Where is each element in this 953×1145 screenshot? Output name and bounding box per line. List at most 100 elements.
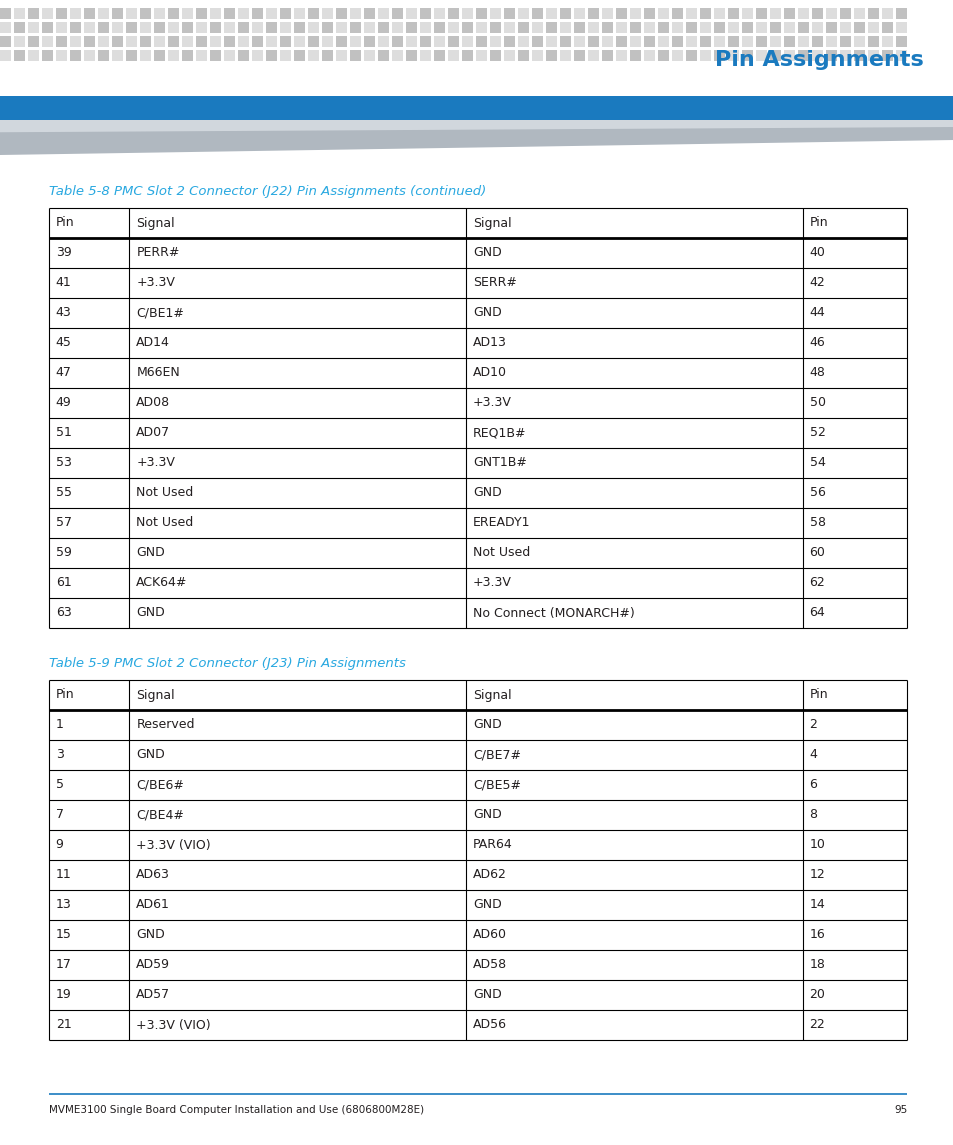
Bar	[182, 22, 193, 33]
Bar	[56, 35, 67, 47]
Bar	[825, 8, 836, 19]
Bar	[350, 35, 360, 47]
Bar	[476, 50, 486, 61]
Bar	[532, 8, 542, 19]
Bar	[643, 8, 655, 19]
Bar	[392, 8, 402, 19]
Text: 49: 49	[55, 396, 71, 410]
Bar	[335, 50, 347, 61]
Bar	[294, 22, 305, 33]
Bar	[587, 8, 598, 19]
Bar	[210, 35, 221, 47]
Bar	[448, 22, 458, 33]
Bar	[587, 22, 598, 33]
Bar	[112, 35, 123, 47]
Bar	[825, 22, 836, 33]
Text: 8: 8	[809, 808, 817, 821]
Bar	[419, 8, 431, 19]
Text: 16: 16	[809, 929, 824, 941]
Bar	[280, 50, 291, 61]
Bar	[840, 50, 850, 61]
Bar	[280, 8, 291, 19]
Bar	[308, 8, 318, 19]
Bar	[434, 50, 444, 61]
Bar	[643, 50, 655, 61]
Bar	[616, 35, 626, 47]
Text: AD58: AD58	[473, 958, 507, 971]
Text: AD13: AD13	[473, 337, 506, 349]
Bar	[476, 8, 486, 19]
Bar	[42, 22, 53, 33]
Bar	[377, 50, 389, 61]
Bar	[713, 35, 724, 47]
Bar	[476, 35, 486, 47]
Bar	[853, 35, 864, 47]
Bar	[671, 50, 682, 61]
Text: 12: 12	[809, 869, 824, 882]
Text: REQ1B#: REQ1B#	[473, 426, 526, 440]
Text: 1: 1	[55, 719, 64, 732]
Bar	[84, 8, 95, 19]
Bar	[574, 22, 584, 33]
Bar	[448, 50, 458, 61]
Bar	[224, 8, 234, 19]
Bar	[14, 50, 25, 61]
Bar	[658, 8, 668, 19]
Text: 42: 42	[809, 276, 824, 290]
Bar	[14, 8, 25, 19]
Bar	[755, 35, 766, 47]
Bar	[153, 22, 165, 33]
Bar	[434, 35, 444, 47]
Bar	[70, 22, 81, 33]
Bar	[294, 8, 305, 19]
Text: 46: 46	[809, 337, 824, 349]
Bar	[811, 50, 822, 61]
Bar	[629, 22, 640, 33]
Bar	[84, 35, 95, 47]
Bar	[322, 8, 333, 19]
Bar	[713, 8, 724, 19]
Bar	[195, 35, 207, 47]
Bar	[616, 8, 626, 19]
Bar	[517, 50, 529, 61]
Bar	[335, 22, 347, 33]
Bar	[168, 35, 179, 47]
Text: Signal: Signal	[473, 216, 511, 229]
Bar	[224, 50, 234, 61]
Bar	[42, 8, 53, 19]
Bar	[867, 50, 878, 61]
Text: 60: 60	[809, 546, 824, 560]
Bar	[783, 8, 794, 19]
Bar	[727, 50, 739, 61]
Text: GND: GND	[136, 929, 165, 941]
Bar	[322, 22, 333, 33]
Bar	[210, 22, 221, 33]
Bar	[629, 35, 640, 47]
Text: 7: 7	[55, 808, 64, 821]
Text: 43: 43	[55, 307, 71, 319]
Bar	[574, 35, 584, 47]
Text: 22: 22	[809, 1019, 824, 1032]
Text: Reserved: Reserved	[136, 719, 194, 732]
Bar	[840, 8, 850, 19]
Bar	[364, 8, 375, 19]
Bar	[112, 22, 123, 33]
Bar	[237, 8, 249, 19]
Text: 47: 47	[55, 366, 71, 379]
Bar	[126, 35, 137, 47]
Bar	[98, 35, 109, 47]
Bar	[503, 50, 515, 61]
Bar	[364, 22, 375, 33]
Bar	[825, 35, 836, 47]
Bar	[84, 50, 95, 61]
Bar	[28, 8, 39, 19]
Text: 63: 63	[55, 607, 71, 619]
Bar	[322, 50, 333, 61]
Bar	[853, 8, 864, 19]
Bar	[266, 50, 276, 61]
Bar	[811, 22, 822, 33]
Text: AD07: AD07	[136, 426, 171, 440]
Bar	[769, 35, 781, 47]
Bar	[559, 35, 571, 47]
Bar	[153, 8, 165, 19]
